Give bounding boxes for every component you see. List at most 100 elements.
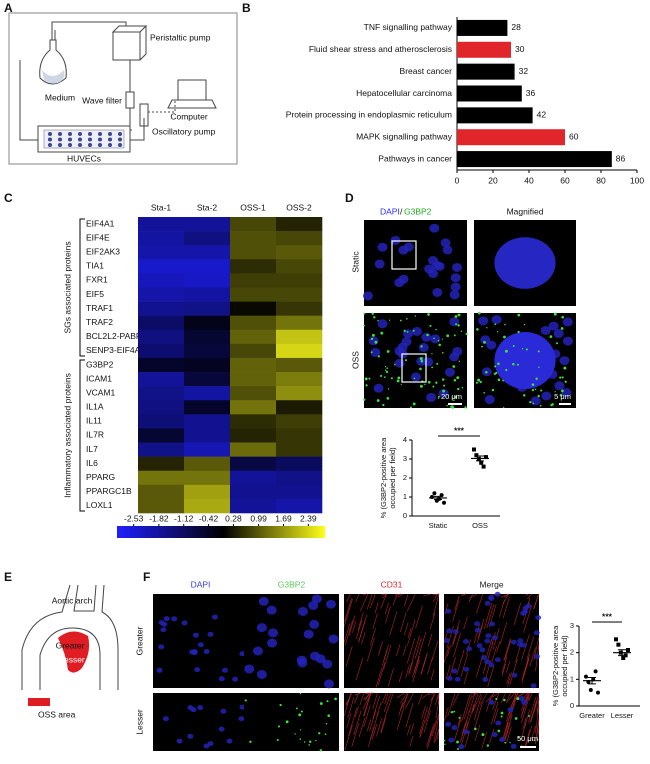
- heatmap-cell: [184, 301, 231, 316]
- granule: [495, 371, 498, 374]
- nucleus: [494, 332, 556, 389]
- row-label: EIF5: [86, 289, 104, 299]
- fiber: [496, 640, 501, 653]
- nucleus: [373, 383, 384, 393]
- granule: [500, 715, 503, 718]
- fiber: [525, 593, 529, 596]
- fiber: [503, 638, 511, 661]
- well: [58, 132, 62, 136]
- nucleus: [429, 223, 440, 233]
- row-label: Static: [350, 251, 360, 273]
- granule: [244, 699, 247, 702]
- heatmap-cell: [276, 400, 323, 415]
- nucleus: [533, 630, 540, 636]
- heatmap-cell: [138, 400, 185, 415]
- heatmap-cell: [138, 442, 185, 457]
- scale-label: 5 μm: [554, 392, 571, 401]
- fiber: [398, 702, 404, 716]
- well: [48, 143, 52, 147]
- panel-label: C: [4, 191, 13, 205]
- heatmap-cell: [184, 372, 231, 387]
- fiber: [505, 692, 511, 704]
- fiber: [466, 703, 475, 729]
- row-label: TRAF1: [86, 303, 113, 313]
- granule: [457, 313, 461, 317]
- fiber: [412, 655, 420, 678]
- fiber: [412, 635, 420, 659]
- granule: [535, 377, 538, 380]
- row-label: EIF4A1: [86, 218, 115, 228]
- heatmap-cell: [138, 470, 185, 486]
- fiber: [348, 707, 358, 736]
- column-label: Sta-2: [197, 202, 218, 212]
- nucleus: [190, 707, 197, 713]
- granule: [374, 340, 378, 344]
- x-tick-label: 20: [488, 175, 498, 185]
- group-bracket: [79, 218, 85, 357]
- fiber: [470, 692, 478, 695]
- nucleus: [446, 675, 453, 681]
- heatmap-cell: [276, 428, 323, 443]
- granule: [380, 374, 383, 378]
- heatmap-cell: [230, 287, 277, 302]
- data-point: [626, 648, 630, 652]
- fiber: [396, 708, 404, 730]
- error-bar: [618, 649, 626, 657]
- heatmap-cell: [276, 456, 323, 472]
- fiber: [446, 645, 451, 657]
- colorbar-label: 2.39: [300, 513, 317, 523]
- fiber: [383, 692, 392, 713]
- fiber: [389, 611, 398, 636]
- granule: [373, 316, 376, 319]
- heatmap-cell: [276, 414, 323, 429]
- granule: [521, 348, 524, 350]
- nucleus: [510, 743, 517, 749]
- nucleus: [443, 637, 450, 643]
- heatmap-cell: [230, 217, 277, 232]
- data-point: [614, 637, 618, 642]
- fiber: [420, 652, 428, 675]
- y-tick-label: 4: [403, 435, 407, 444]
- column-label: Sta-1: [151, 202, 172, 212]
- nucleus: [517, 638, 524, 644]
- granule: [533, 739, 535, 741]
- fiber: [536, 697, 540, 715]
- granule: [517, 313, 521, 317]
- row-label: IL7R: [86, 430, 104, 440]
- bar: [457, 41, 511, 58]
- nucleus: [474, 627, 481, 633]
- colorbar-label: -2.53: [124, 513, 144, 523]
- granule: [539, 404, 542, 407]
- granule: [442, 378, 445, 381]
- well: [68, 132, 72, 136]
- nucleus: [211, 614, 218, 620]
- nucleus: [451, 725, 458, 731]
- heatmap-cell: [230, 400, 277, 415]
- colorbar-label: 0.28: [225, 513, 242, 523]
- y-axis-label: occupied per field): [560, 635, 569, 697]
- heatmap-cell: [184, 414, 231, 429]
- nucleus: [434, 261, 445, 271]
- fiber: [471, 693, 479, 714]
- fiber: [402, 693, 408, 709]
- nucleus: [252, 646, 263, 656]
- fiber: [509, 658, 518, 686]
- x-tick-label: 40: [524, 175, 534, 185]
- well: [98, 132, 102, 136]
- y-tick-label: 2: [403, 473, 407, 482]
- well: [98, 137, 102, 142]
- nucleus: [454, 676, 461, 682]
- x-tick-label: Greater: [579, 711, 605, 720]
- row-label: IL1A: [86, 402, 104, 412]
- colorbar-label: 0.99: [250, 513, 267, 523]
- granule: [370, 337, 374, 341]
- granule: [368, 377, 371, 380]
- granule: [377, 355, 380, 358]
- y-axis-label: % (G3BP2-positive area: [379, 437, 388, 518]
- granule: [429, 324, 432, 327]
- data-point: [621, 656, 626, 660]
- fiber: [489, 729, 495, 744]
- fiber: [418, 632, 427, 655]
- nucleus: [463, 666, 470, 672]
- nucleus: [421, 332, 432, 342]
